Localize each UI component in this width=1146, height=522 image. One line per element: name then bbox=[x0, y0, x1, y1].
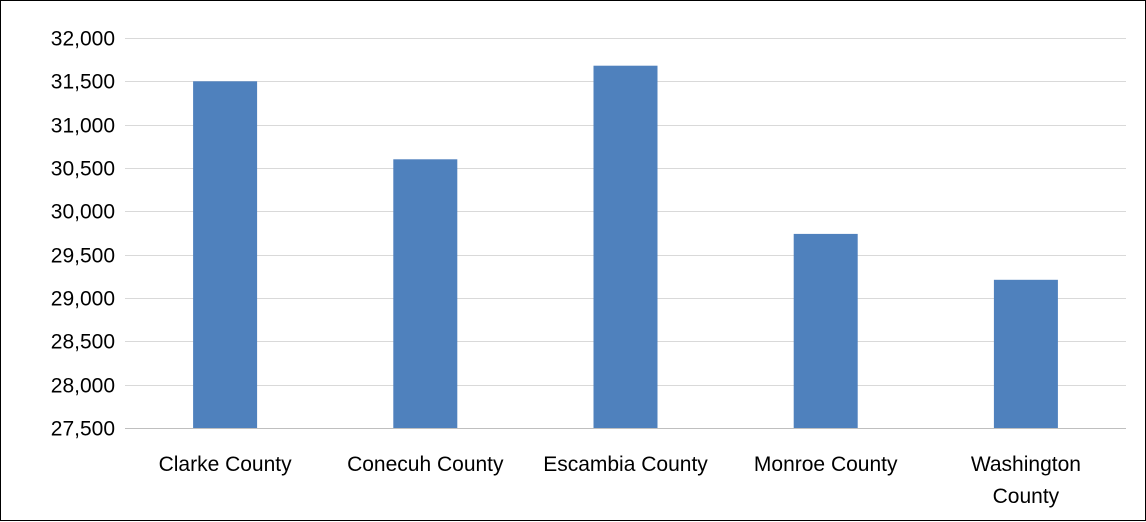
y-tick-label: 32,000 bbox=[51, 28, 115, 51]
category-label-line: Clarke County bbox=[159, 453, 293, 476]
bars bbox=[193, 65, 1058, 429]
y-tick-label: 31,500 bbox=[51, 71, 115, 94]
y-axis-ticks: 27,500 28,000 28,500 29,000 29,500 30,000 30,5… bbox=[51, 28, 115, 441]
y-tick-label: 28,500 bbox=[51, 331, 115, 354]
y-tick-label: 31,000 bbox=[51, 115, 115, 138]
category-label: Clarke County bbox=[159, 453, 293, 476]
category-label-line: County bbox=[993, 485, 1060, 508]
bar bbox=[793, 233, 858, 428]
category-label-line: Monroe County bbox=[754, 453, 898, 476]
bar bbox=[993, 279, 1058, 428]
category-label-line: Conecuh County bbox=[347, 453, 504, 476]
category-label-line: Escambia County bbox=[543, 453, 708, 476]
bar bbox=[193, 81, 258, 429]
bar bbox=[593, 65, 658, 428]
y-tick-label: 30,500 bbox=[51, 158, 115, 181]
y-tick-label: 28,000 bbox=[51, 375, 115, 398]
category-label: Conecuh County bbox=[347, 453, 504, 476]
category-label: Monroe County bbox=[754, 453, 898, 476]
category-label: Washington County bbox=[971, 453, 1081, 508]
category-labels: Clarke County Conecuh County Escambia Coun… bbox=[159, 453, 1081, 508]
category-label-line: Washington bbox=[971, 453, 1081, 476]
y-tick-label: 29,500 bbox=[51, 245, 115, 268]
y-tick-label: 30,000 bbox=[51, 201, 115, 224]
category-label: Escambia County bbox=[543, 453, 708, 476]
y-tick-label: 29,000 bbox=[51, 288, 115, 311]
y-tick-label: 27,500 bbox=[51, 418, 115, 441]
bar bbox=[393, 159, 458, 429]
